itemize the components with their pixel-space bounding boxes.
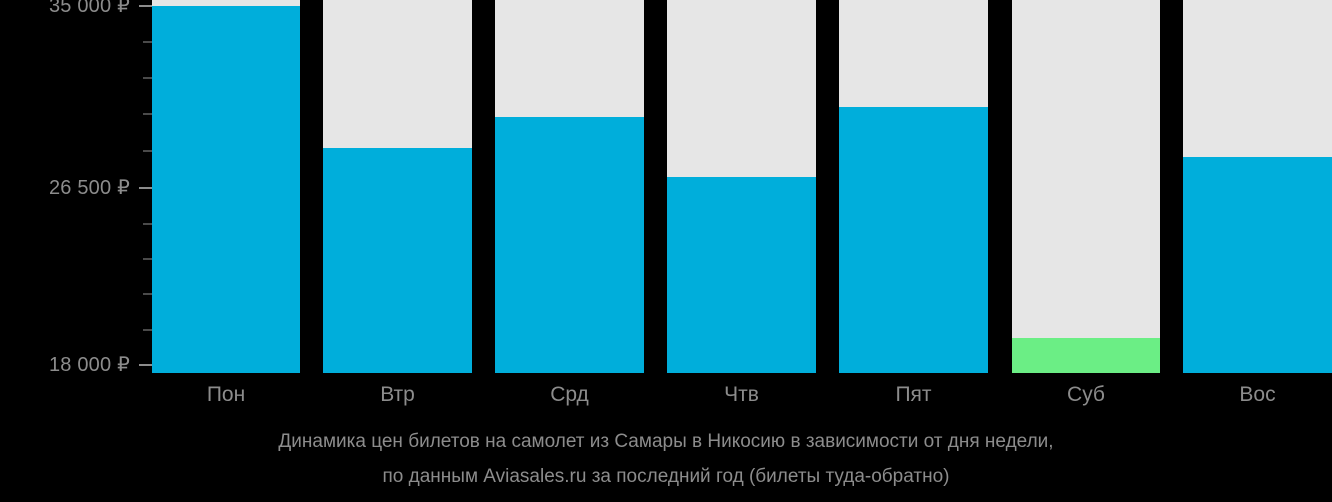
bar-fill[interactable] — [839, 107, 988, 373]
y-axis-tick-label: 18 000 ₽ — [48, 354, 130, 376]
x-axis-label-thu: Чтв — [724, 383, 759, 406]
y-axis-tick-label: 26 500 ₽ — [48, 177, 130, 199]
bar-track — [1012, 0, 1160, 373]
x-axis-label-wed: Срд — [550, 383, 589, 406]
x-axis: Пон Втр Срд Чтв Пят Суб Вос — [0, 373, 1332, 417]
bar-column[interactable] — [323, 0, 472, 373]
y-axis-tick-mark-icon — [143, 41, 152, 43]
y-axis-tick-mark-icon — [143, 223, 152, 225]
bar-column[interactable] — [1183, 0, 1332, 373]
y-axis-tick-label: 35 000 ₽ — [48, 0, 130, 17]
chart-caption-line-1: Динамика цен билетов на самолет из Самар… — [278, 431, 1054, 452]
y-axis-tick-mark-icon — [143, 293, 152, 295]
bar-fill[interactable] — [667, 177, 816, 373]
y-axis-tick-mark-icon — [143, 329, 152, 331]
x-axis-label-mon: Пон — [206, 383, 246, 406]
y-axis-tick-mark-icon — [139, 5, 152, 7]
y-axis-tick-mark-icon — [139, 364, 152, 366]
bar-column[interactable] — [1012, 0, 1160, 373]
y-axis-tick-mark-icon — [143, 113, 152, 115]
y-axis-tick-mark-icon — [143, 258, 152, 260]
bar-fill[interactable] — [495, 117, 644, 373]
x-axis-label-tue: Втр — [380, 383, 415, 406]
plot-area — [152, 0, 1332, 373]
bar-column[interactable] — [495, 0, 644, 373]
y-axis-tick-mark-icon — [139, 187, 152, 189]
bar-fill[interactable] — [1183, 157, 1332, 373]
y-axis: 35 000 ₽ 26 500 ₽ — [0, 0, 152, 376]
bar-fill[interactable] — [152, 6, 300, 373]
bar-column[interactable] — [839, 0, 988, 373]
x-axis-label-fri: Пят — [895, 383, 932, 406]
bar-column[interactable] — [152, 0, 300, 373]
bar-fill[interactable] — [1012, 338, 1160, 373]
bar-fill[interactable] — [323, 148, 472, 373]
y-axis-tick-mark-icon — [143, 150, 152, 152]
chart-caption-line-2: по данным Aviasales.ru за последний год … — [382, 466, 950, 487]
x-axis-label-sat: Суб — [1067, 383, 1105, 406]
x-axis-label-sun: Вос — [1239, 383, 1276, 406]
y-axis-tick-mark-icon — [143, 77, 152, 79]
chart-caption: Динамика цен билетов на самолет из Самар… — [0, 424, 1332, 494]
bar-column[interactable] — [667, 0, 816, 373]
